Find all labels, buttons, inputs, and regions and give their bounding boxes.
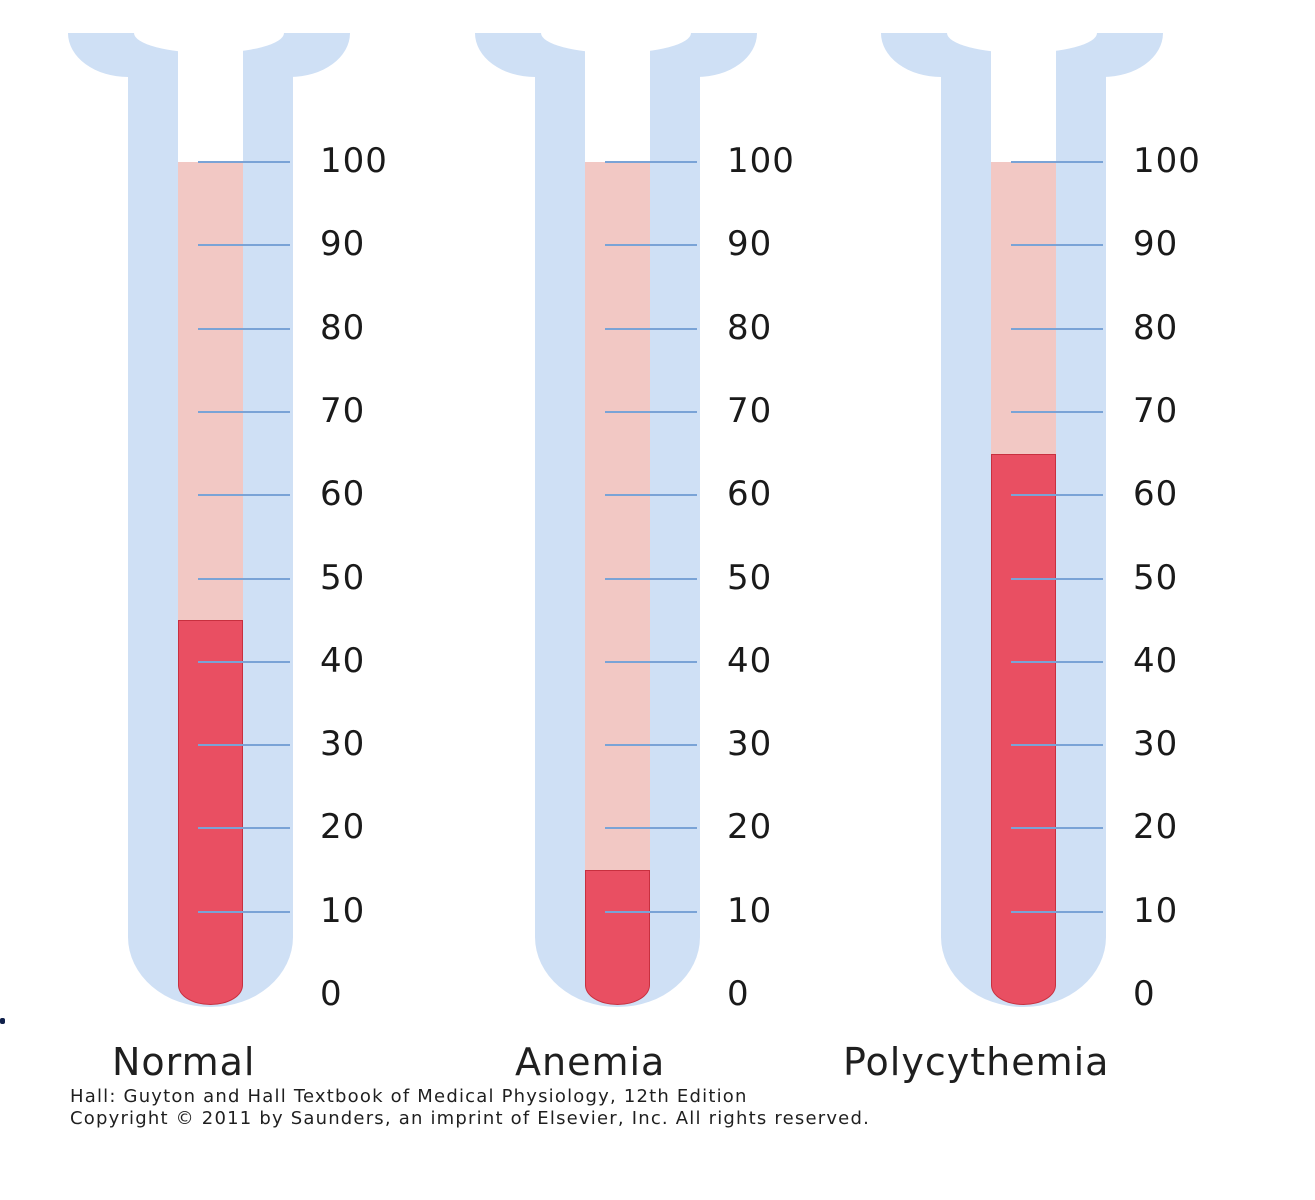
scale-tick — [605, 244, 697, 247]
scale-label: 10 — [727, 890, 773, 931]
scale-label: 90 — [320, 224, 366, 265]
scale-label: 0 — [1133, 974, 1156, 1014]
plasma-layer — [991, 162, 1056, 454]
scale-label: 80 — [1133, 307, 1179, 348]
tube-label-anemia: Anemia — [515, 1040, 666, 1084]
tube-empty-bore — [585, 33, 650, 168]
caption-source: Hall: Guyton and Hall Textbook of Medica… — [70, 1086, 748, 1107]
scale-label: 50 — [727, 557, 773, 598]
scale-label: 90 — [727, 224, 773, 265]
figure-caption: Hall: Guyton and Hall Textbook of Medica… — [70, 1086, 870, 1130]
scale-label: 70 — [1133, 390, 1179, 431]
scale-tick — [605, 910, 697, 913]
scale-tick — [198, 161, 290, 163]
scale-label: 90 — [1133, 224, 1179, 265]
scale-tick — [605, 744, 697, 747]
scale-tick — [1011, 660, 1103, 663]
scale-tick — [198, 327, 290, 330]
scale-tick — [1011, 910, 1103, 913]
plasma-layer — [178, 162, 243, 621]
scale-tick — [1011, 494, 1103, 497]
scale-tick — [198, 494, 290, 497]
scale-label: 30 — [727, 724, 773, 765]
scale-label: 20 — [1133, 807, 1179, 848]
scale-label: 100 — [320, 141, 388, 181]
scale-tick — [198, 744, 290, 747]
scale-label: 40 — [320, 640, 366, 681]
scale-tick — [1011, 744, 1103, 747]
scale-label: 40 — [727, 640, 773, 681]
scale-tick — [198, 910, 290, 913]
test-tube-polycythemia: 100 90 80 70 60 50 40 30 20 10 0 — [881, 0, 1301, 1060]
scale-tick — [605, 161, 697, 163]
scale-label: 30 — [320, 724, 366, 765]
scale-label: 10 — [320, 890, 366, 931]
scale-tick — [198, 410, 290, 413]
scale-label: 60 — [1133, 474, 1179, 515]
scale-label: 70 — [320, 390, 366, 431]
scale-label: 20 — [727, 807, 773, 848]
scale-label: 100 — [727, 141, 795, 181]
scale-label: 80 — [320, 307, 366, 348]
scale-tick — [605, 660, 697, 663]
scale-tick — [198, 244, 290, 247]
tube-empty-bore — [991, 33, 1056, 168]
scale-label: 0 — [727, 974, 750, 1014]
scale-tick — [1011, 161, 1103, 163]
scale-label: 100 — [1133, 141, 1201, 181]
red-cell-layer — [585, 870, 650, 1005]
scale-tick — [1011, 410, 1103, 413]
scale-label: 40 — [1133, 640, 1179, 681]
scale-label: 20 — [320, 807, 366, 848]
scale-label: 10 — [1133, 890, 1179, 931]
tube-label-polycythemia: Polycythemia — [843, 1040, 1110, 1084]
caption-copyright: Copyright © 2011 by Saunders, an imprint… — [70, 1108, 870, 1129]
test-tube-anemia: 100 90 80 70 60 50 40 30 20 10 0 — [475, 0, 895, 1060]
test-tube-normal: 100 90 80 70 60 50 40 30 20 10 0 — [68, 0, 488, 1060]
plasma-layer — [585, 162, 650, 871]
scale-tick — [1011, 827, 1103, 830]
scale-label: 80 — [727, 307, 773, 348]
scale-tick — [605, 327, 697, 330]
scale-label: 60 — [727, 474, 773, 515]
scale-tick — [198, 577, 290, 580]
scale-label: 60 — [320, 474, 366, 515]
scale-label: 0 — [320, 974, 343, 1014]
red-cell-layer — [991, 453, 1056, 1005]
scale-tick — [198, 827, 290, 830]
scale-label: 30 — [1133, 724, 1179, 765]
scale-tick — [198, 660, 290, 663]
scale-tick — [1011, 327, 1103, 330]
tube-empty-bore — [178, 33, 243, 168]
scale-label: 70 — [727, 390, 773, 431]
scale-tick — [605, 577, 697, 580]
scale-tick — [605, 827, 697, 830]
red-cell-layer — [178, 620, 243, 1005]
stray-bullet-mark — [0, 1018, 5, 1024]
scale-tick — [605, 494, 697, 497]
scale-label: 50 — [320, 557, 366, 598]
scale-tick — [1011, 244, 1103, 247]
scale-tick — [1011, 577, 1103, 580]
scale-tick — [605, 410, 697, 413]
scale-label: 50 — [1133, 557, 1179, 598]
tube-label-normal: Normal — [112, 1040, 256, 1084]
